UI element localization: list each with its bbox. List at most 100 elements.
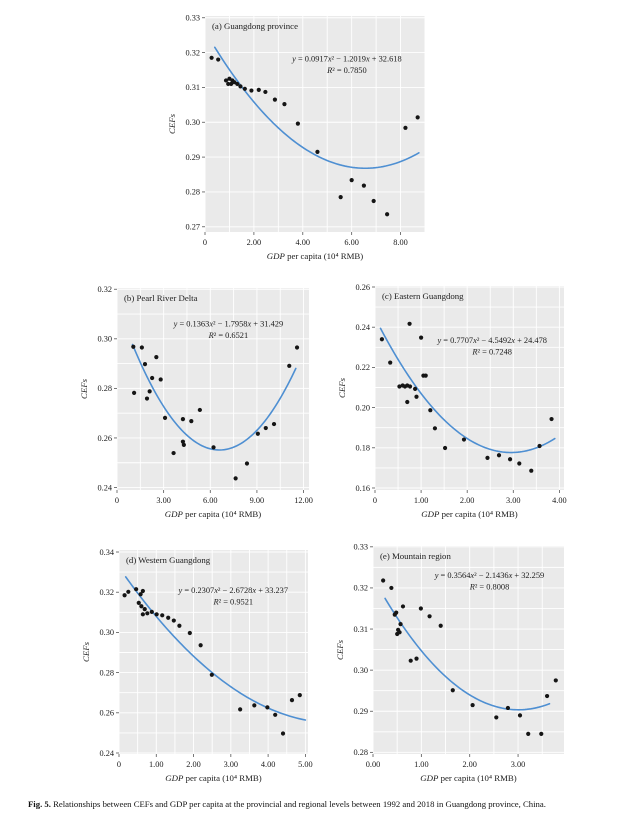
y-tick-label: 0.28	[97, 384, 112, 393]
y-tick-label: 0.33	[185, 14, 200, 23]
scatter-point	[180, 439, 186, 444]
scatter-point	[529, 468, 534, 473]
scatter-point	[177, 623, 182, 628]
chart-svg-d: 0 1.00 2.00 3.00 4.00 5.00 0.24 0.26 0.28 0.30 0.3…	[81, 548, 313, 783]
scatter-point	[154, 355, 159, 360]
scatter-point	[494, 715, 499, 720]
scatter-point	[517, 461, 522, 466]
scatter-point	[349, 177, 354, 183]
scatter-point	[428, 408, 433, 413]
chart-panel-b: 0 3.00 6.00 9.00 12.00 0.24 0.26 0.28 0.30 0.32 (b…	[72, 278, 317, 535]
scatter-point	[150, 375, 155, 381]
scatter-point	[238, 84, 243, 89]
scatter-point	[315, 149, 320, 154]
scatter-point	[485, 455, 490, 460]
x-axis-label: GDP per capita (10⁴ RMB)	[420, 773, 516, 783]
x-tick-label: 4.00	[552, 496, 567, 505]
y-tick-label: 0.32	[99, 588, 114, 597]
scatter-point	[338, 195, 343, 200]
scatter-point	[271, 421, 277, 427]
scatter-point	[427, 614, 432, 619]
scatter-point	[414, 656, 419, 661]
scatter-point	[461, 437, 467, 442]
x-tick-label: 0.00	[366, 760, 381, 769]
scatter-point	[295, 121, 300, 126]
caption-text: Relationships between CEFs and GDP per c…	[53, 799, 546, 809]
scatter-point	[162, 415, 168, 420]
scatter-point	[144, 396, 150, 401]
scatter-point	[388, 360, 393, 365]
y-tick-label: 0.30	[99, 628, 114, 637]
scatter-point	[166, 615, 171, 620]
plot-area	[117, 288, 309, 490]
x-tick-label: 1.00	[149, 760, 164, 769]
scatter-point	[379, 337, 385, 342]
scatter-point	[209, 55, 214, 60]
scatter-point	[371, 198, 376, 204]
y-tick-label: 0.31	[353, 625, 368, 634]
scatter-point	[242, 86, 247, 91]
x-tick-label: 0	[373, 496, 377, 505]
scatter-point	[147, 389, 152, 394]
scatter-point	[197, 407, 202, 413]
scatter-point	[140, 612, 145, 617]
scatter-point	[142, 361, 148, 367]
scatter-point	[394, 610, 399, 615]
scatter-point	[398, 622, 403, 627]
r-squared-text: R² = 0.7850	[326, 66, 367, 75]
panel-title: (a) Guangdong province	[212, 21, 298, 31]
scatter-point	[235, 81, 240, 87]
scatter-point	[505, 705, 511, 711]
scatter-point	[223, 78, 229, 83]
scatter-point	[154, 612, 159, 617]
y-tick-label: 0.28	[99, 668, 114, 677]
scatter-point	[122, 593, 127, 598]
scatter-point	[249, 88, 254, 93]
scatter-point	[252, 703, 257, 708]
x-tick-label: 6.00	[344, 238, 359, 247]
scatter-point	[209, 672, 214, 677]
scatter-point	[418, 606, 423, 611]
scatter-point	[450, 688, 455, 693]
y-axis-label: CEFs	[335, 639, 345, 660]
scatter-point	[280, 731, 286, 736]
scatter-point	[400, 604, 406, 609]
scatter-point	[187, 630, 192, 636]
y-tick-label: 0.29	[185, 153, 200, 162]
scatter-point	[549, 416, 554, 422]
scatter-point	[397, 384, 402, 389]
y-tick-label: 0.27	[185, 223, 200, 232]
y-axis-label: CEFs	[167, 113, 177, 134]
scatter-point	[442, 445, 448, 451]
y-tick-label: 0.30	[97, 335, 112, 344]
scatter-point	[397, 630, 402, 635]
scatter-point	[171, 618, 176, 623]
x-axis-label: GDP per capita (10⁴ RMB)	[165, 773, 261, 783]
chart-svg-e: 0.00 1.00 2.00 3.00 0.28 0.29 0.30 0.31 0.32 0.33…	[335, 543, 564, 783]
scatter-point	[140, 588, 145, 594]
chart-svg-a: 0 2.00 4.00 6.00 8.00 0.27 0.28 0.29 0.30 0.31 0.3…	[167, 14, 426, 261]
scatter-point	[255, 431, 260, 436]
x-tick-label: 2.00	[460, 496, 475, 505]
panel-title: (d) Western Guangdong	[126, 555, 211, 565]
scatter-point	[244, 461, 250, 466]
scatter-point	[403, 125, 408, 130]
chart-panel-d: 0 1.00 2.00 3.00 4.00 5.00 0.24 0.26 0.28 0.30 0.3…	[74, 538, 316, 799]
x-tick-label: 0	[117, 760, 121, 769]
y-tick-label: 0.33	[353, 543, 368, 552]
scatter-point	[297, 693, 302, 698]
scatter-point	[405, 399, 410, 405]
x-tick-label: 5.00	[298, 760, 313, 769]
x-tick-label: 6.00	[203, 496, 218, 505]
scatter-point	[171, 450, 176, 456]
x-tick-label: 0	[115, 496, 119, 505]
chart-panel-e: 0.00 1.00 2.00 3.00 0.28 0.29 0.30 0.31 0.32 0.33…	[324, 538, 572, 801]
x-tick-label: 4.00	[261, 760, 276, 769]
scatter-point	[544, 693, 550, 699]
x-tick-label: 3.00	[506, 496, 521, 505]
y-tick-label: 0.28	[353, 748, 368, 757]
scatter-point	[233, 476, 238, 481]
equation-text: y = 0.2307x² − 2.6728x + 33.237	[178, 586, 289, 595]
scatter-point	[216, 57, 221, 62]
